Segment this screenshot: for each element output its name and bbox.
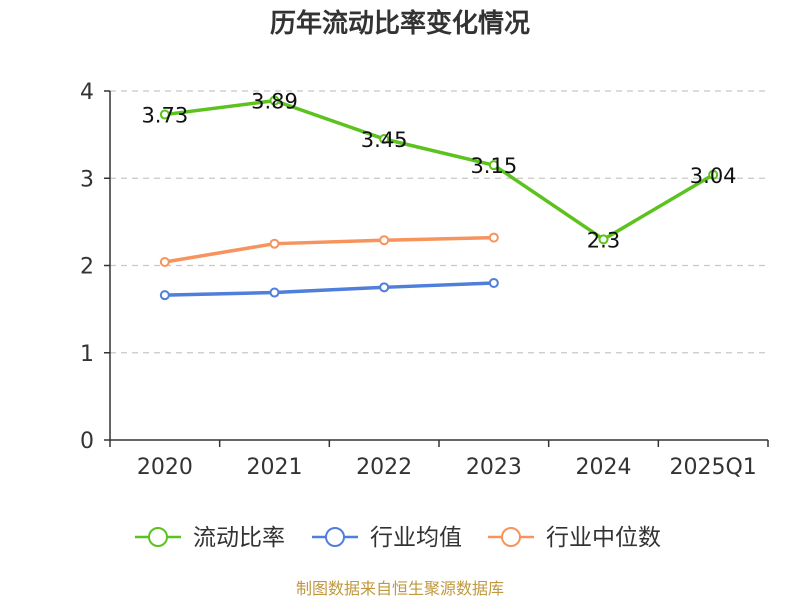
y-tick-label: 2 [80, 255, 94, 280]
legend-circle-icon [325, 527, 345, 547]
data-point [269, 238, 280, 249]
x-tick-label: 2025Q1 [670, 455, 757, 480]
data-point [159, 290, 170, 301]
data-point [379, 133, 390, 144]
legend-circle-icon [148, 527, 168, 547]
legend-label: 行业均值 [370, 525, 462, 551]
series-line [163, 235, 496, 264]
legend-item[interactable]: 流动比率 [135, 525, 285, 551]
data-point [159, 109, 170, 120]
x-tick-label: 2022 [356, 455, 412, 480]
series-line [163, 98, 715, 242]
data-point [488, 232, 499, 243]
axes [104, 90, 769, 447]
legend-item[interactable]: 行业中位数 [488, 525, 661, 551]
x-tick-label: 2020 [137, 455, 193, 480]
data-point [159, 257, 170, 268]
data-point [488, 277, 499, 288]
data-label: 3.15 [470, 154, 517, 178]
x-tick-label: 2024 [576, 455, 632, 480]
data-label: 2.3 [587, 228, 620, 252]
x-tick-label: 2023 [466, 455, 522, 480]
data-point [488, 160, 499, 171]
data-point [708, 169, 719, 180]
data-point [269, 287, 280, 298]
series-lines [159, 95, 719, 301]
series-line [163, 281, 496, 297]
x-tick-label: 2021 [247, 455, 303, 480]
y-tick-label: 4 [80, 80, 94, 105]
legend-label: 流动比率 [193, 525, 285, 551]
data-label: 3.89 [251, 90, 298, 114]
data-point [598, 234, 609, 245]
legend: 流动比率 行业均值 行业中位数 [135, 525, 661, 551]
data-labels: 3.73 3.89 3.45 3.15 2.3 3.04 [141, 90, 736, 253]
data-label: 3.45 [361, 128, 408, 152]
legend-label: 行业中位数 [546, 525, 661, 551]
data-point [379, 282, 390, 293]
x-axis-tick-labels: 2020 2021 2022 2023 2024 2025Q1 [137, 455, 757, 480]
legend-item[interactable]: 行业均值 [312, 525, 462, 551]
data-point [269, 95, 280, 106]
y-tick-label: 3 [80, 167, 94, 192]
chart-title: 历年流动比率变化情况 [270, 8, 530, 39]
y-tick-label: 0 [80, 429, 94, 454]
source-note: 制图数据来自恒生聚源数据库 [296, 579, 504, 598]
data-label: 3.73 [141, 104, 188, 128]
y-axis-tick-labels: 0 1 2 3 4 [80, 80, 94, 454]
data-point [379, 235, 390, 246]
data-label: 3.04 [690, 164, 737, 188]
grid-lines [110, 90, 768, 354]
y-tick-label: 1 [80, 342, 94, 367]
legend-circle-icon [501, 527, 521, 547]
